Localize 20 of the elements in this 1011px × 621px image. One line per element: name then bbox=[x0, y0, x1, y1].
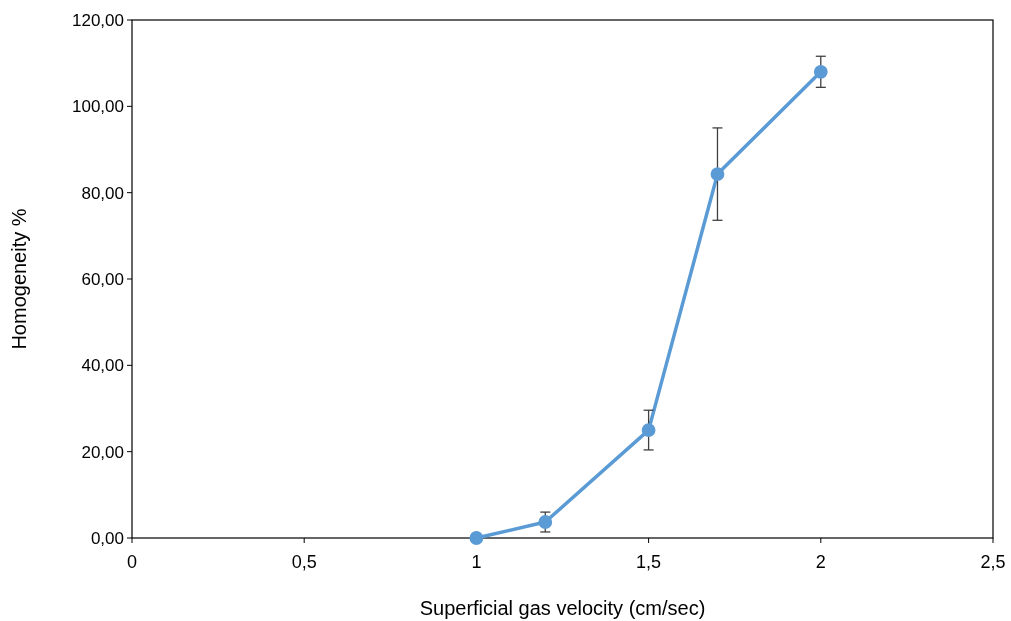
point bbox=[641, 423, 656, 437]
y-tick-label: 60,00 bbox=[81, 269, 124, 289]
point bbox=[469, 531, 484, 545]
point bbox=[538, 515, 553, 529]
y-tick-label: 80,00 bbox=[81, 183, 124, 203]
x-tick-label: 1,5 bbox=[636, 552, 662, 572]
x-tick-label: 0 bbox=[126, 552, 138, 572]
y-tick-label: 0,00 bbox=[90, 528, 124, 548]
y-tick-label: 100,00 bbox=[72, 97, 124, 117]
x-axis-title: Superficial gas velocity (cm/sec) bbox=[419, 597, 706, 619]
point bbox=[813, 64, 828, 79]
y-tick-label: 120,00 bbox=[72, 10, 124, 30]
x-tick-label: 1 bbox=[471, 552, 482, 572]
x-tick-label: 2,5 bbox=[980, 552, 1006, 572]
y-tick-label: 20,00 bbox=[81, 442, 124, 462]
point bbox=[710, 167, 725, 181]
x-tick-label: 2 bbox=[815, 552, 826, 572]
x-tick-label: 0,5 bbox=[291, 552, 317, 572]
y-tick-label: 40,00 bbox=[81, 356, 124, 376]
y-axis-title: Homogeneity % bbox=[8, 208, 30, 350]
